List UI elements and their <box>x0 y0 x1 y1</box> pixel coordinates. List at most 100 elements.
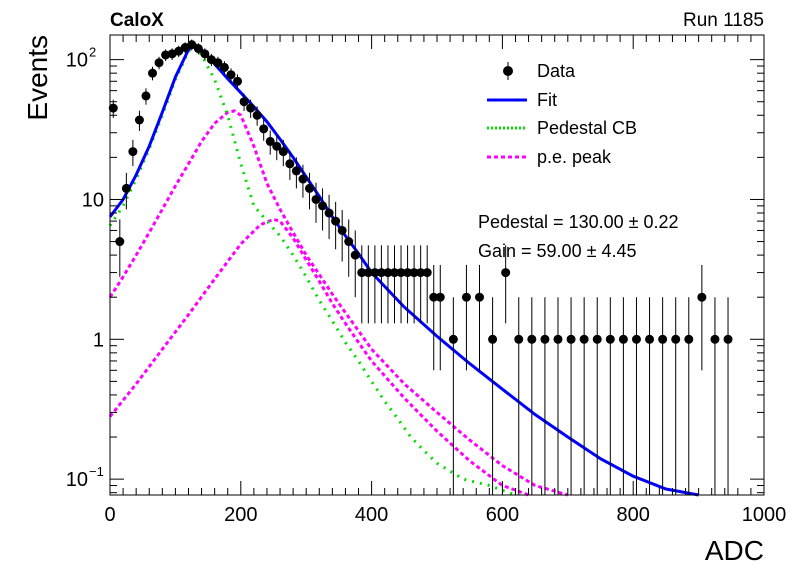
data-point <box>618 334 628 344</box>
data-point <box>579 334 589 344</box>
experiment-label: CaloX <box>110 10 164 31</box>
data-point <box>671 334 681 344</box>
legend-label-pe: p.e. peak <box>537 147 612 167</box>
data-point <box>318 201 328 211</box>
data-point <box>429 292 439 302</box>
data-point <box>148 68 158 78</box>
data-point <box>128 147 138 157</box>
data-point <box>213 58 223 68</box>
data-point <box>416 268 426 278</box>
data-point <box>461 292 471 302</box>
data-point <box>115 237 125 247</box>
legend-entry-pedestal: Pedestal CB <box>487 118 637 138</box>
run-label: Run 1185 <box>683 10 764 31</box>
x-tick-label: 200 <box>224 504 257 526</box>
legend-entry-pe: p.e. peak <box>487 147 612 167</box>
data-point <box>389 268 399 278</box>
data-point <box>121 183 131 193</box>
data-point <box>187 40 197 50</box>
data-point <box>376 268 386 278</box>
data-point <box>239 97 249 107</box>
data-point <box>553 334 563 344</box>
y-tick-exponent: 2 <box>89 45 96 60</box>
data-point <box>566 334 576 344</box>
data-point <box>631 334 641 344</box>
gain-annotation: Gain = 59.00 ± 4.45 <box>478 241 637 261</box>
data-point <box>396 268 406 278</box>
data-point <box>448 334 458 344</box>
plot-frame <box>109 34 765 496</box>
data-point <box>278 147 288 157</box>
data-point <box>540 334 550 344</box>
data-point <box>324 208 334 218</box>
data-point <box>409 268 419 278</box>
data-point <box>298 174 308 184</box>
data-point <box>265 136 275 146</box>
x-tick-label: 800 <box>617 504 650 526</box>
legend: Data Fit Pedestal CB p.e. peak <box>487 61 637 167</box>
data-point <box>331 216 341 226</box>
data-point <box>246 103 256 113</box>
data-point <box>658 334 668 344</box>
data-point <box>134 115 144 125</box>
x-tick-label: 0 <box>104 504 115 526</box>
data-point <box>141 91 151 101</box>
data-point <box>226 70 236 80</box>
legend-label-fit: Fit <box>537 90 557 110</box>
data-point <box>383 268 393 278</box>
data-point <box>527 334 537 344</box>
data-point <box>200 49 210 59</box>
legend-label-data: Data <box>537 61 576 81</box>
data-point <box>475 292 485 302</box>
y-tick-exponent: −1 <box>89 464 104 479</box>
y-tick-label: 1 <box>93 329 104 351</box>
data-point <box>285 159 295 169</box>
pe-peak-curve-1 <box>108 109 569 497</box>
data-point <box>311 194 321 204</box>
data-point <box>723 334 733 344</box>
data-point <box>304 183 314 193</box>
data-layer <box>108 39 733 495</box>
legend-label-pedestal: Pedestal CB <box>537 118 637 138</box>
data-point <box>514 334 524 344</box>
data-point <box>272 141 282 151</box>
series-layer <box>108 42 699 497</box>
data-point <box>363 268 373 278</box>
x-tick-label: 600 <box>486 504 519 526</box>
data-point <box>592 334 602 344</box>
data-point <box>370 268 380 278</box>
y-axis-label: Events <box>22 35 53 121</box>
data-point <box>697 292 707 302</box>
x-tick-label: 400 <box>355 504 388 526</box>
data-point <box>605 334 615 344</box>
data-point <box>344 237 354 247</box>
data-point <box>154 58 164 68</box>
pe-peak-curve-2 <box>108 217 530 497</box>
data-point <box>357 268 367 278</box>
data-point <box>219 62 229 72</box>
x-tick-label: 1000 <box>742 504 787 526</box>
data-point <box>337 225 347 235</box>
legend-data-marker <box>503 66 513 76</box>
legend-entry-data: Data <box>503 61 576 81</box>
data-point <box>252 110 262 120</box>
data-point <box>233 76 243 86</box>
y-tick-label: 10 <box>82 189 104 211</box>
pedestal-annotation: Pedestal = 130.00 ± 0.22 <box>478 212 679 232</box>
data-point <box>108 103 118 113</box>
data-point <box>422 268 432 278</box>
y-tick-label: 10 <box>66 469 88 491</box>
data-point <box>350 250 360 260</box>
data-point <box>193 44 203 54</box>
data-point <box>710 334 720 344</box>
fit-curve <box>108 42 699 497</box>
legend-entry-fit: Fit <box>487 90 557 110</box>
data-point <box>645 334 655 344</box>
data-point <box>488 334 498 344</box>
data-point <box>501 268 511 278</box>
data-point <box>403 268 413 278</box>
x-axis-label: ADC <box>705 535 764 566</box>
data-point <box>684 334 694 344</box>
